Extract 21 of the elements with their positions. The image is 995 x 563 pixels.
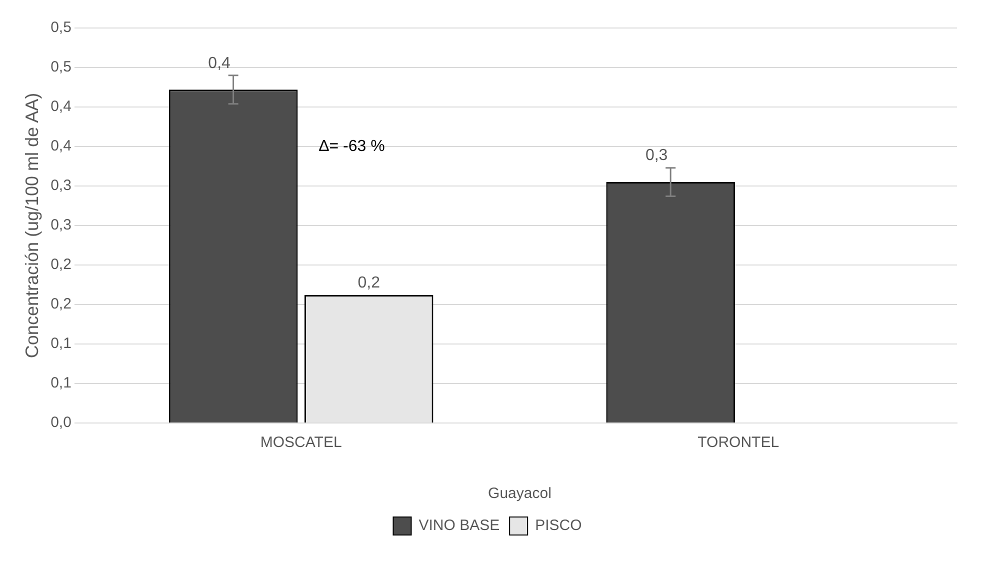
y-tick-label: 0,5 [50, 19, 72, 36]
y-tick-label: 0,3 [50, 177, 72, 194]
legend-label: PISCO [535, 517, 582, 534]
x-tick-label: MOSCATEL [260, 434, 342, 452]
y-tick-label: 0,3 [50, 216, 72, 234]
y-axis-title: Concentración (ug/100 ml de AA) [22, 92, 42, 358]
data-label: 0,3 [645, 147, 668, 164]
y-tick-label: 0,0 [50, 414, 72, 432]
legend-label: VINO BASE [418, 517, 500, 534]
y-tick-label: 0,2 [50, 256, 72, 274]
data-label: 0,4 [208, 54, 231, 72]
annotation: Δ= -63 % [318, 138, 385, 155]
x-tick-label: TORONTEL [698, 434, 780, 452]
y-tick-label: 0,4 [50, 98, 72, 116]
y-tick-label: 0,1 [50, 335, 72, 352]
data-label: 0,2 [358, 274, 380, 292]
y-tick-label: 0,2 [50, 296, 72, 313]
y-tick-label: 0,4 [50, 138, 72, 155]
x-axis-title: Guayacol [488, 485, 552, 502]
y-tick-label: 0,1 [50, 374, 72, 392]
y-tick-label: 0,5 [50, 58, 72, 76]
